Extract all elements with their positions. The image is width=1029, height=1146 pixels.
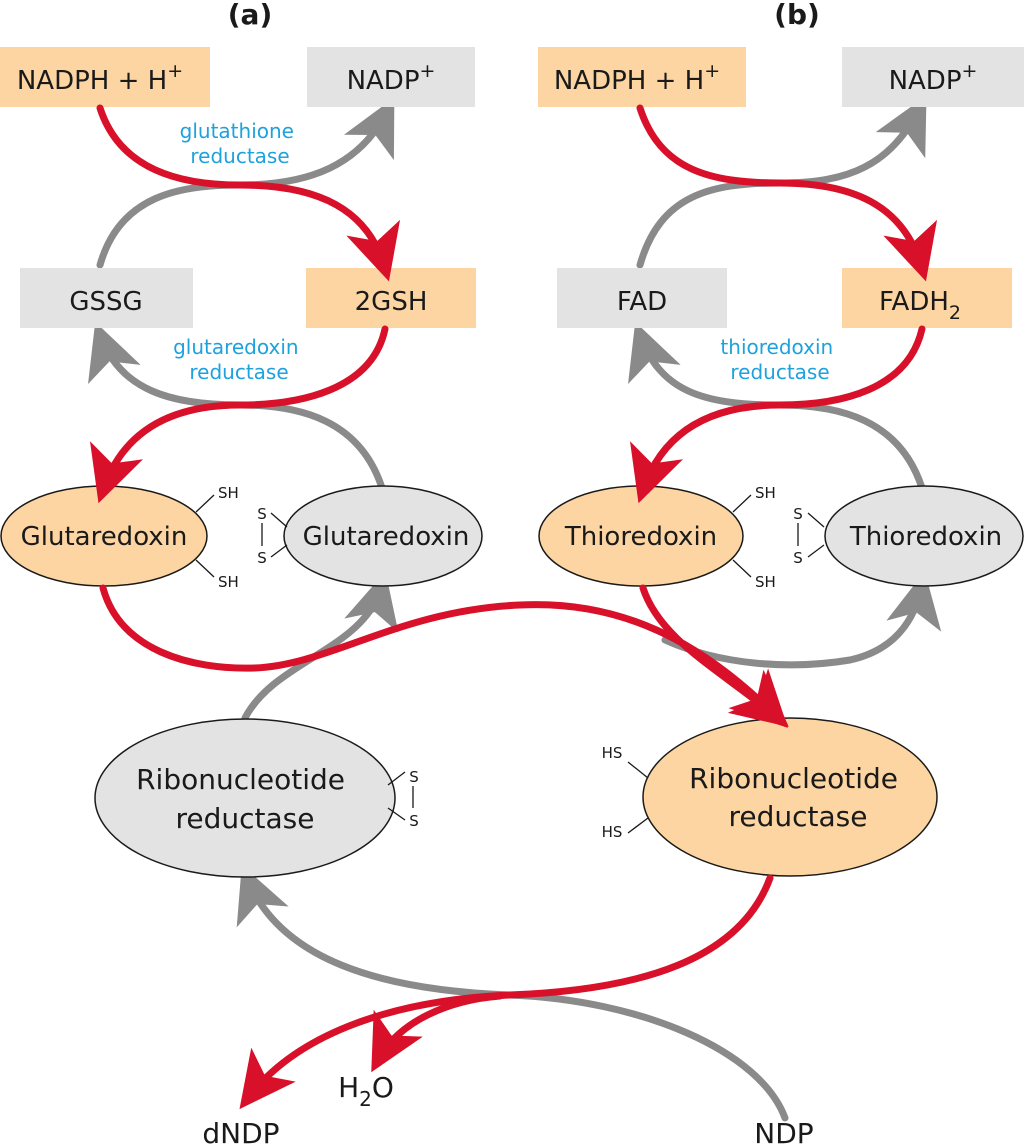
label-b-sh-bottom: SH — [755, 573, 776, 591]
ellipse-rnr-oxidized — [94, 718, 396, 878]
enzyme-glutaredoxin-reductase: glutaredoxin reductase — [173, 335, 305, 384]
label-rnr-hs-bottom: HS — [602, 823, 623, 841]
arrow-a-gsh-to-glutaredoxin — [90, 325, 389, 504]
box-a-nadp — [307, 47, 475, 107]
bonds-rnr-oxidized — [387, 771, 414, 821]
arrow-b-rnr-to-thioredoxin — [661, 571, 942, 669]
bonds-a — [195, 494, 288, 578]
ellipse-a-glutaredoxin-oxidized — [283, 485, 483, 587]
label-a-sh-top: SH — [218, 484, 239, 502]
arrow-a-rnr-to-glutaredoxin — [241, 571, 399, 722]
box-b-nadp — [842, 47, 1024, 107]
bonds-rnr-reduced — [627, 761, 649, 834]
enzyme-thioredoxin-reductase: thioredoxin reductase — [720, 335, 839, 384]
label-a-nadp: NADP+ — [347, 60, 436, 96]
label-dndp: dNDP — [202, 1117, 279, 1146]
label-h2o: H2O — [338, 1071, 394, 1111]
label-a-glutaredoxin-reduced: Glutaredoxin — [21, 522, 188, 552]
label-rnr-hs-top: HS — [602, 744, 623, 762]
label-b-fadh2: FADH2 — [879, 287, 961, 324]
arrow-rnr-to-h2o — [371, 992, 504, 1073]
label-a-glutaredoxin-oxidized: Glutaredoxin — [303, 522, 470, 552]
panel-label-a: (a) — [228, 0, 273, 31]
box-b-fad — [557, 268, 727, 328]
arrow-b-nadph-to-fadh2 — [636, 104, 938, 282]
panel-label-b: (b) — [774, 0, 820, 31]
label-b-sh-top: SH — [755, 484, 776, 502]
label-rnr-s-top: S — [409, 768, 419, 786]
arrow-a-glutaredoxin-to-rnr — [99, 584, 788, 728]
label-rnr-oxidized: Ribonucleotide reductase — [136, 763, 354, 835]
enzyme-glutathione-reductase: glutathione reductase — [180, 119, 301, 168]
label-b-nadph: NADPH + H+ — [554, 60, 720, 96]
label-rnr-reduced: Ribonucleotide reductase — [689, 762, 907, 833]
label-a-s-bottom: S — [257, 549, 267, 567]
arrow-a-nadph-to-gsh — [96, 104, 401, 282]
arrow-b-fadh2-to-thioredoxin — [630, 325, 926, 504]
label-b-nadp: NADP+ — [889, 60, 978, 96]
label-a-s-top: S — [257, 505, 267, 523]
label-b-s-bottom: S — [793, 549, 803, 567]
ellipse-b-thioredoxin-oxidized — [824, 485, 1024, 587]
label-ndp: NDP — [754, 1117, 813, 1146]
label-a-sh-bottom: SH — [218, 573, 239, 591]
box-b-nadph — [538, 47, 746, 107]
arrow-b-thioredoxin-to-rnr — [639, 584, 789, 727]
label-b-thioredoxin-oxidized: Thioredoxin — [849, 522, 1002, 552]
label-b-thioredoxin-reduced: Thioredoxin — [564, 522, 717, 552]
box-a-nadph — [0, 47, 210, 107]
label-rnr-s-bottom: S — [409, 812, 419, 830]
label-b-s-top: S — [793, 505, 803, 523]
bonds-b — [732, 494, 825, 578]
arrow-rnr-to-dndp — [239, 874, 774, 1110]
label-a-gsh: 2GSH — [355, 287, 428, 317]
label-b-fad: FAD — [617, 287, 667, 317]
ellipse-rnr-reduced — [642, 717, 938, 877]
label-a-gssg: GSSG — [69, 287, 142, 317]
label-a-nadph: NADPH + H+ — [17, 60, 183, 96]
box-a-gssg — [20, 268, 193, 328]
